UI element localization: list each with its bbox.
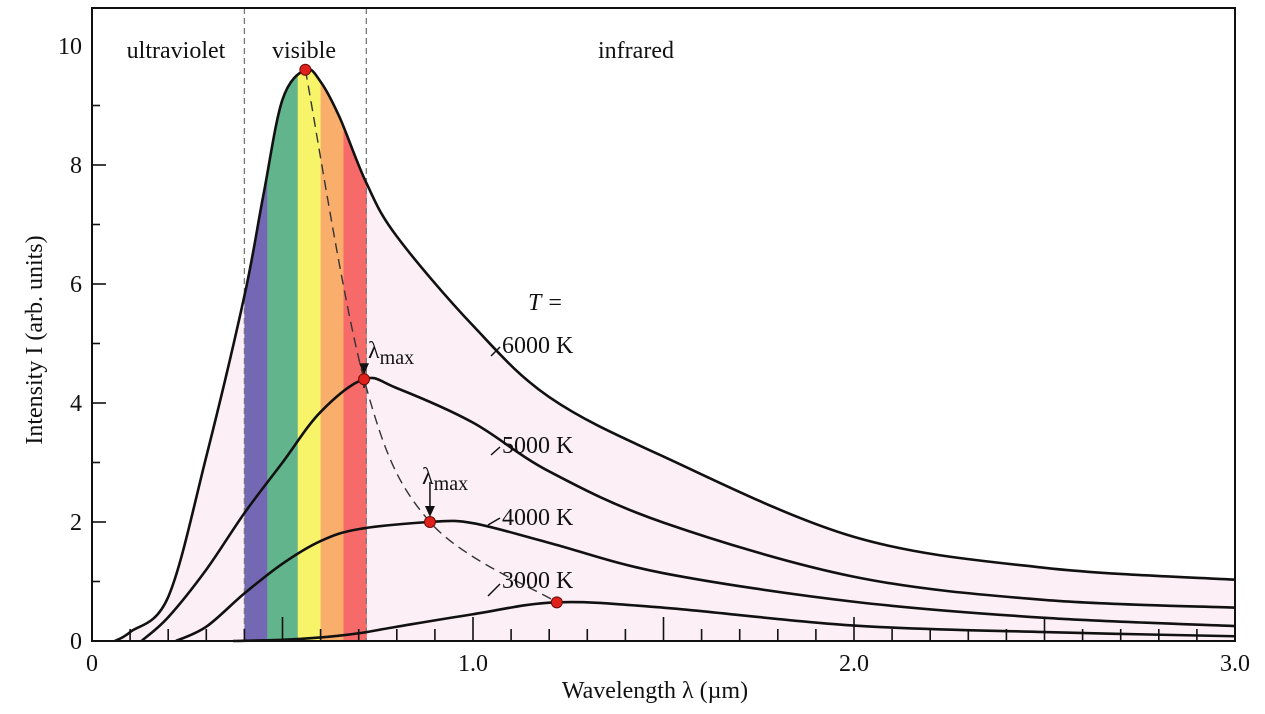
visible-band-2 — [297, 69, 322, 641]
area-under-6000k — [114, 69, 1236, 641]
series-leader-lines — [487, 346, 501, 597]
intensity-curves — [114, 63, 1236, 643]
axes: 0 1.0 2.0 3.0 0 2 4 6 8 10 — [58, 7, 1250, 677]
lambda-max-arrowhead-2 — [424, 506, 435, 517]
y-tick-label: 0 — [70, 629, 82, 655]
visible-band-3 — [320, 69, 344, 641]
series-label-3000k: 3000 K — [502, 568, 574, 594]
lambda-max-label-5000k: λmax — [368, 338, 414, 369]
x-tick-label: 0 — [86, 651, 98, 677]
y-tick-label: 8 — [70, 153, 82, 179]
x-tick-label: 2.0 — [839, 651, 869, 677]
visible-band-1 — [267, 69, 299, 641]
x-tick-label: 3.0 — [1220, 651, 1250, 677]
band-group — [244, 69, 367, 641]
chart-background — [114, 69, 1236, 641]
y-tick-label: 4 — [70, 391, 82, 417]
y-axis-title: Intensity I (arb. units) — [22, 235, 48, 444]
region-label-infrared: infrared — [598, 38, 674, 64]
lambda-max-label-4000k: λmax — [422, 464, 468, 495]
curve-4000k — [175, 519, 1236, 643]
peak-marker-2 — [423, 516, 436, 528]
peak-marker-3 — [550, 596, 563, 609]
visible-band-0 — [244, 69, 268, 641]
y-tick-label: 6 — [70, 272, 82, 298]
series-label-5000k: 5000 K — [502, 433, 574, 459]
region-label-ultraviolet: ultraviolet — [127, 38, 226, 64]
region-label-visible: visible — [272, 38, 336, 64]
y-tick-label: 10 — [58, 34, 82, 60]
temperature-prefix: T = — [528, 290, 563, 316]
peak-marker-0 — [299, 63, 312, 76]
visible-band-4 — [343, 69, 367, 641]
curve-5000k — [140, 376, 1236, 642]
peak-marker-1 — [358, 373, 371, 386]
series-label-6000k: 6000 K — [502, 333, 574, 359]
visible-spectrum-bands — [243, 8, 367, 641]
curve-6000k — [114, 67, 1236, 643]
y-tick-label: 2 — [70, 510, 82, 536]
series-label-4000k: 4000 K — [502, 505, 574, 531]
x-tick-label: 1.0 — [458, 651, 488, 677]
lambda-max-arrowhead-1 — [359, 363, 370, 375]
x-axis-title: Wavelength λ (µm) — [562, 678, 748, 704]
wien-locus-dashed-line — [304, 69, 558, 603]
